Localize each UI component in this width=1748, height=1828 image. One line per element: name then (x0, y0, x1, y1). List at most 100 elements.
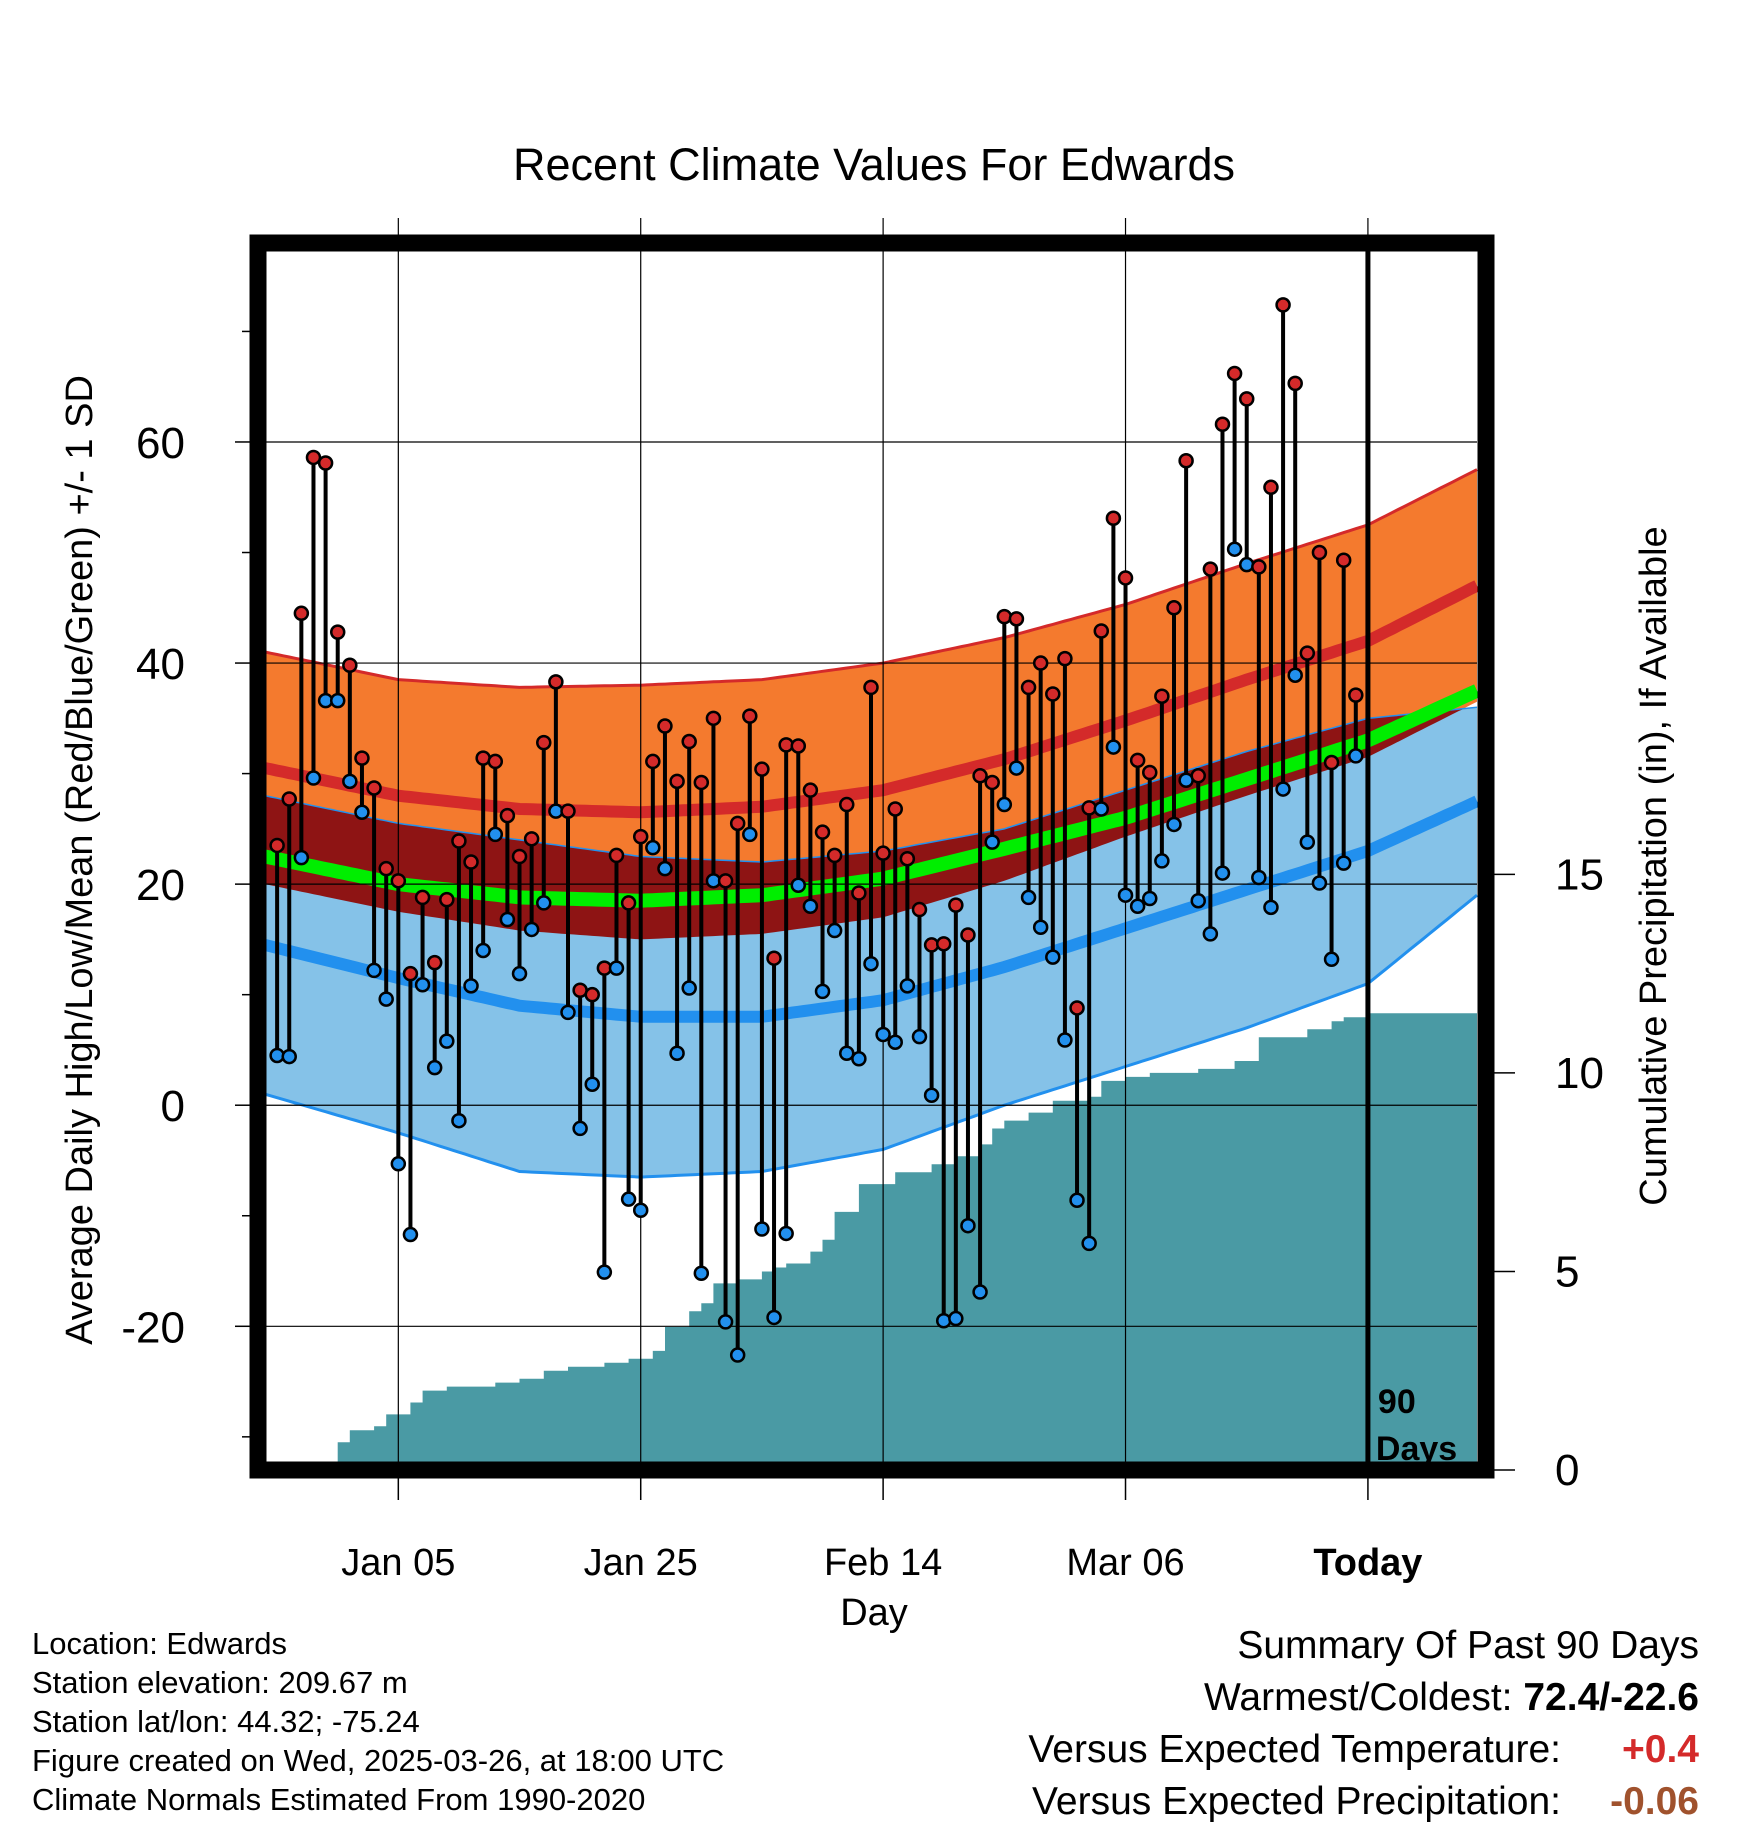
daily-low-point (1287, 667, 1303, 683)
daily-low-point (293, 849, 310, 866)
daily-low-point (693, 1265, 710, 1281)
daily-high-point (814, 824, 831, 840)
daily-low-point (851, 1051, 867, 1067)
daily-low-point (366, 962, 382, 979)
daily-low-point (1263, 899, 1279, 916)
daily-low-point (1323, 951, 1340, 968)
daily-low-point (463, 978, 479, 994)
daily-high-point (342, 657, 358, 674)
summary-temp: Versus Expected Temperature: +0.4 (1028, 1724, 1699, 1776)
axes: 60 40 20 0 -20 15 10 5 0 Jan 05 Jan 25 Feb 14 Mar 06… (121, 234, 1604, 1584)
daily-low-point (1348, 748, 1364, 764)
station-elevation: Station elevation: 209.67 m (32, 1665, 408, 1700)
y-right-tick-label: 10 (1555, 1049, 1604, 1098)
daily-low-point (681, 980, 697, 996)
daily-high-point (911, 901, 928, 918)
daily-low-point (1226, 541, 1243, 557)
daily-low-point (390, 1156, 407, 1172)
figure-created: Figure created on Wed, 2025-03-26, at 18… (32, 1743, 725, 1778)
daily-high-point (935, 936, 952, 952)
summary-panel: Summary Of Past 90 Days Warmest/Coldest:… (1028, 1620, 1699, 1828)
daily-low-point (426, 1059, 443, 1076)
daily-high-point (1323, 754, 1340, 771)
normals-period: Climate Normals Estimated From 1990-2020 (32, 1782, 646, 1817)
daily-high-point (754, 761, 770, 777)
chart-title: Recent Climate Values For Edwards (513, 139, 1235, 190)
daily-low-point (984, 834, 1000, 850)
daily-high-point (463, 854, 479, 870)
daily-low-point (475, 942, 491, 959)
daily-low-point (802, 898, 819, 914)
daily-high-point (1057, 650, 1073, 667)
daily-low-point (1154, 853, 1170, 869)
daily-high-point (305, 449, 322, 466)
daily-high-point (451, 833, 467, 849)
daily-high-point (766, 950, 782, 966)
daily-low-point (754, 1221, 770, 1237)
y-right-tick-label: 5 (1555, 1247, 1579, 1296)
daily-low-point (499, 911, 516, 928)
daily-high-point (281, 791, 297, 807)
daily-low-point (608, 960, 625, 976)
daily-low-point (911, 1028, 928, 1045)
daily-high-point (1348, 687, 1364, 703)
station-info: Location: Edwards Station elevation: 209… (32, 1624, 724, 1819)
daily-high-point (1275, 297, 1291, 313)
daily-high-point (1178, 453, 1194, 469)
daily-low-point (1117, 887, 1134, 903)
daily-high-point (996, 608, 1013, 625)
daily-low-point (839, 1045, 855, 1062)
daily-low-point (511, 965, 528, 982)
x-axis-label: Day (840, 1592, 908, 1634)
daily-low-point (402, 1226, 419, 1243)
daily-high-point (826, 847, 843, 864)
y-axis-label: Average Daily High/Low/Mean (Red/Blue/Gr… (59, 375, 101, 1345)
daily-low-point (329, 692, 346, 709)
daily-high-point (790, 738, 807, 754)
daily-high-point (875, 845, 891, 861)
daily-high-point (317, 455, 334, 471)
daily-low-point (1214, 865, 1231, 881)
daily-high-point (487, 753, 504, 770)
daily-high-point (717, 873, 734, 889)
daily-low-point (1129, 898, 1146, 914)
temp-label: Versus Expected Temperature: (1028, 1728, 1561, 1771)
daily-low-point (1008, 760, 1025, 776)
daily-low-point (729, 1347, 746, 1363)
normal-low-line (263, 795, 1480, 1023)
daily-low-point (899, 978, 916, 994)
daily-high-point (960, 927, 976, 943)
daily-low-point (1105, 739, 1122, 755)
daily-low-point (645, 839, 661, 856)
precip-label: Versus Expected Precipitation: (1032, 1780, 1561, 1823)
daily-high-point (632, 828, 649, 845)
daily-low-point (378, 991, 394, 1007)
daily-high-point (1202, 561, 1219, 577)
daily-high-point (1166, 600, 1182, 616)
x-tick-label: Jan 25 (584, 1542, 698, 1584)
daily-low-point (439, 1033, 455, 1049)
daily-high-point (1335, 552, 1352, 569)
daily-low-point (1069, 1192, 1085, 1209)
daily-low-point (342, 773, 358, 790)
y-right-tick-label: 0 (1555, 1446, 1579, 1495)
daily-high-point (729, 815, 746, 832)
daily-high-point (560, 803, 576, 819)
daily-low-point (948, 1310, 964, 1327)
daily-low-point (560, 1004, 576, 1021)
daily-high-point (269, 837, 285, 854)
daily-low-point (620, 1191, 637, 1207)
daily-low-point (669, 1045, 685, 1062)
daily-high-point (645, 753, 661, 770)
daily-low-point (1081, 1235, 1097, 1252)
daily-low-point (1166, 816, 1182, 833)
daily-low-point (790, 877, 807, 893)
daily-low-point (814, 983, 831, 1000)
daily-high-point (366, 780, 382, 796)
x-tick-label: Jan 05 (341, 1542, 455, 1584)
daily-high-point (1287, 375, 1303, 392)
daily-high-point (1226, 365, 1243, 382)
daily-high-point (705, 710, 722, 727)
daily-high-point (1105, 510, 1122, 526)
